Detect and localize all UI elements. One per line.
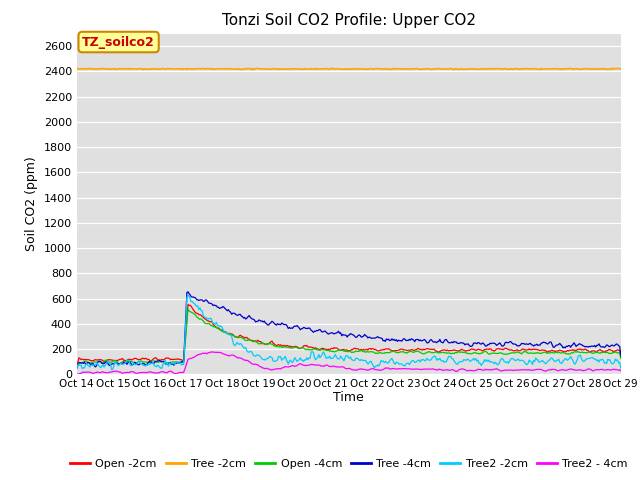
Y-axis label: Soil CO2 (ppm): Soil CO2 (ppm) bbox=[25, 156, 38, 252]
Legend: Open -2cm, Tree -2cm, Open -4cm, Tree -4cm, Tree2 -2cm, Tree2 - 4cm: Open -2cm, Tree -2cm, Open -4cm, Tree -4… bbox=[65, 455, 632, 474]
X-axis label: Time: Time bbox=[333, 391, 364, 404]
Text: TZ_soilco2: TZ_soilco2 bbox=[82, 36, 155, 48]
Title: Tonzi Soil CO2 Profile: Upper CO2: Tonzi Soil CO2 Profile: Upper CO2 bbox=[222, 13, 476, 28]
